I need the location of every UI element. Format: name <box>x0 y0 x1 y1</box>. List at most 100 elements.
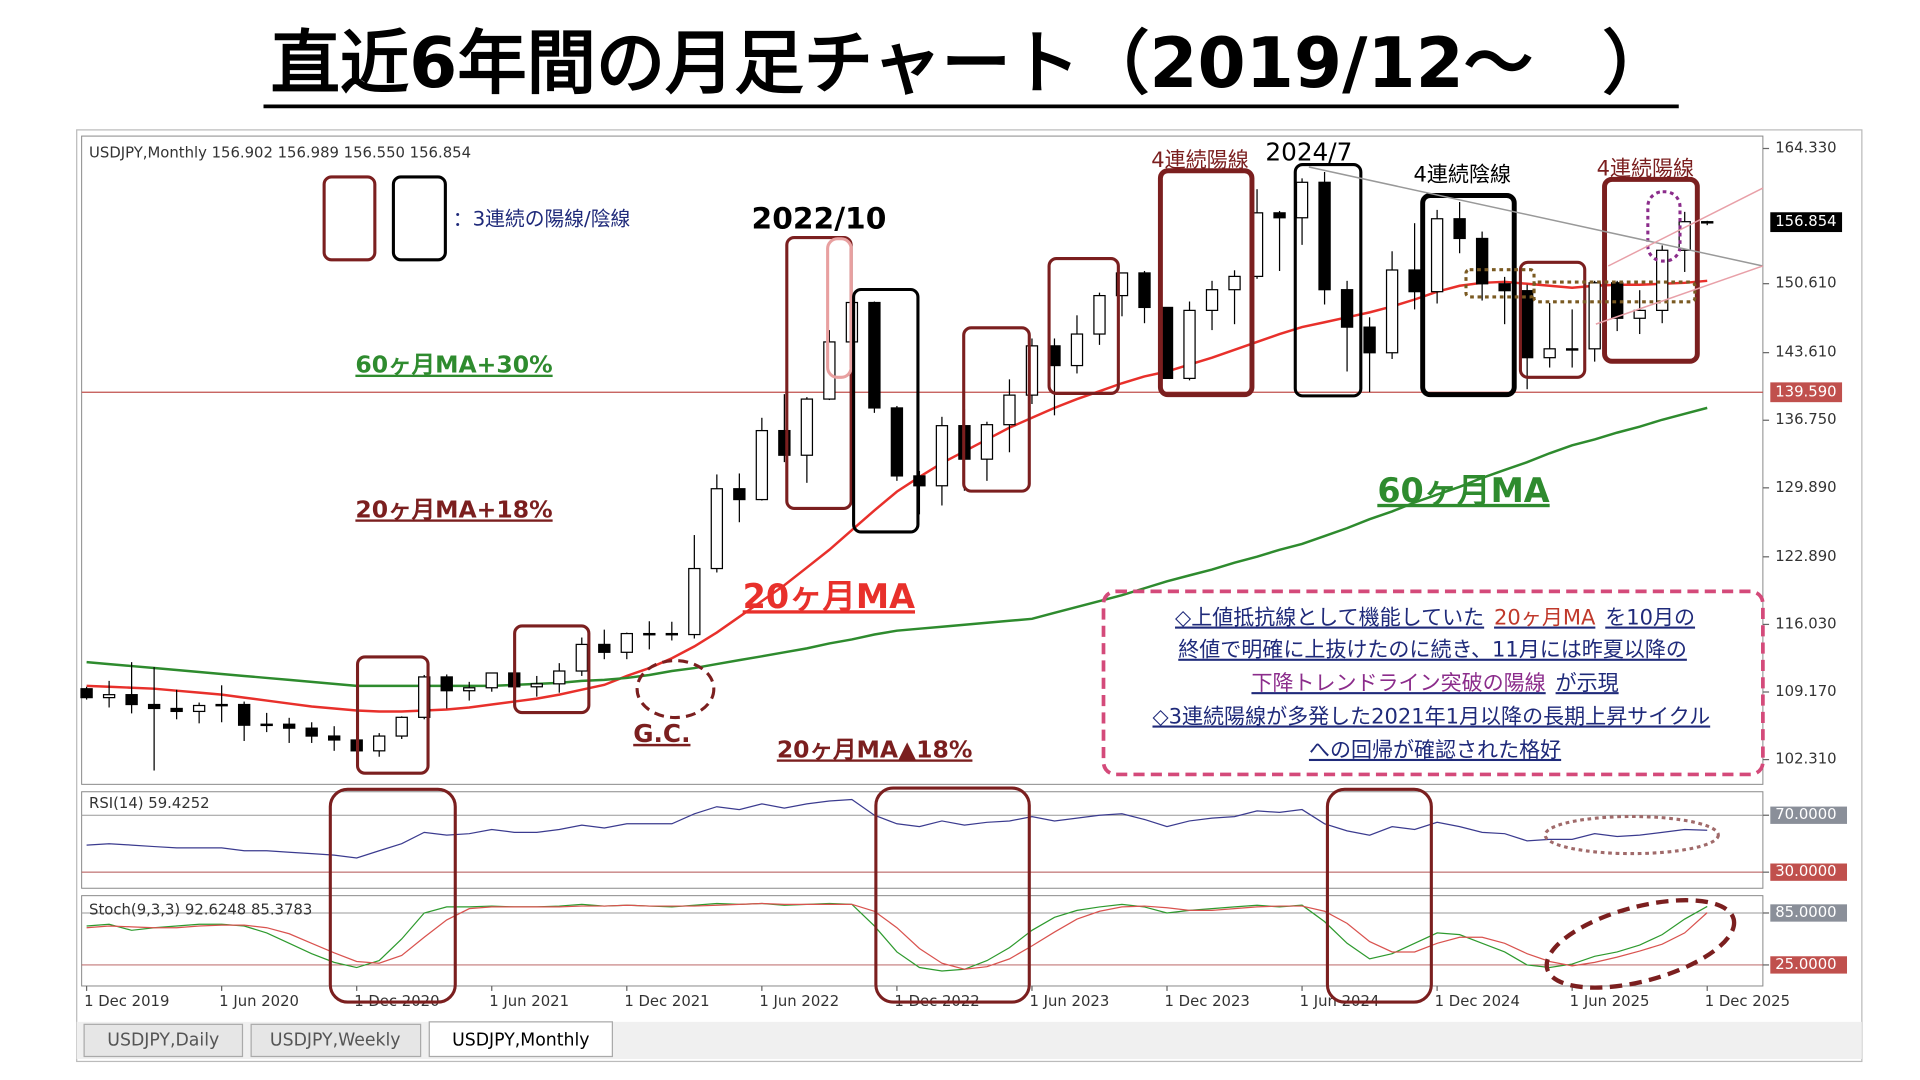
candle-body <box>1498 283 1511 292</box>
candle-body <box>192 704 206 713</box>
peak-box <box>826 237 853 379</box>
level-label-bg <box>1770 806 1848 824</box>
down-box <box>1420 192 1517 398</box>
oscillator-box <box>1325 787 1433 1004</box>
callout-part: を10月の <box>1605 605 1695 630</box>
down-box <box>1293 162 1363 398</box>
candle-body <box>418 676 431 718</box>
legend-note: ：3連続の陽線/陰線 <box>453 208 631 231</box>
candle-body <box>1430 218 1444 293</box>
y-tick-label: 116.030 <box>1775 615 1836 632</box>
downtrend-line <box>1308 166 1764 267</box>
candle-body <box>553 670 566 685</box>
tab-label[interactable]: USDJPY,Weekly <box>270 1030 401 1050</box>
candle-body <box>305 727 318 737</box>
annotation: 60ヶ月MA+30% <box>355 351 552 379</box>
candle-body <box>463 687 476 692</box>
callout-part: 20ヶ月MA <box>1494 605 1596 630</box>
callout-line: ◇上値抵抗線として機能していた 20ヶ月MA を10月の <box>1175 605 1695 630</box>
level-label: 139.590 <box>1775 383 1836 400</box>
candle-body <box>485 672 498 689</box>
x-tick-label: 1 Jun 2023 <box>1029 993 1109 1010</box>
candle-body <box>1475 237 1489 285</box>
highlight-boxes <box>322 162 1765 1004</box>
candle-body <box>1565 348 1579 351</box>
tab-label[interactable]: USDJPY,Monthly <box>452 1030 589 1050</box>
rsi-ellipse <box>1543 814 1720 856</box>
candle-body <box>575 643 588 672</box>
candle-body <box>1273 212 1286 219</box>
page-title: 直近6年間の月足チャート（2019/12～ ） <box>271 24 1672 104</box>
up-box <box>962 326 1031 493</box>
stoch-panel <box>81 895 1764 987</box>
series-label: 60ヶ月MA <box>1377 471 1549 510</box>
callout-line: への回帰が確認された格好 <box>1309 737 1561 762</box>
terminal-window <box>76 129 1863 1063</box>
candle-body <box>778 429 791 456</box>
annotation: 20ヶ月MA▲18% <box>777 735 973 763</box>
y-tick-label: 143.610 <box>1775 344 1836 361</box>
annotation: 4連続陽線 <box>1597 155 1694 180</box>
x-tick-label: 1 Dec 2025 <box>1705 993 1790 1010</box>
candle-body <box>1003 394 1016 426</box>
candle-body <box>170 707 183 713</box>
candle-body <box>1070 333 1084 367</box>
annotation: 4連続陽線 <box>1151 147 1248 172</box>
y-tick-label: 70.0000 <box>1775 806 1836 823</box>
candle-body <box>1633 309 1646 319</box>
y-tick-label: 150.610 <box>1775 275 1836 292</box>
channel-line <box>1607 187 1764 267</box>
callout-line: ◇3連続陽線が多発した2021年1月以降の長期上昇サイクル <box>1152 704 1710 729</box>
candle-body <box>935 425 949 487</box>
x-tick-label: 1 Jun 2020 <box>219 993 299 1010</box>
tab-active[interactable] <box>428 1021 613 1058</box>
gc-circle <box>635 659 716 720</box>
ma-box <box>1532 280 1697 304</box>
candle-body <box>1520 290 1534 359</box>
candle-body <box>1205 289 1219 312</box>
candle-body <box>665 632 679 636</box>
annotation: 2022/10 <box>752 202 887 237</box>
candle-body <box>125 694 138 706</box>
candle-body <box>373 735 386 752</box>
price-label: 156.854 <box>1775 213 1836 230</box>
candle-body <box>530 683 543 688</box>
candle-body <box>755 429 769 501</box>
tab[interactable] <box>250 1023 422 1058</box>
candle-body <box>1183 309 1196 379</box>
series-line <box>86 798 1708 859</box>
candle-body <box>80 688 93 699</box>
annotation: G.C. <box>633 719 690 748</box>
tab-label[interactable]: USDJPY,Daily <box>107 1030 219 1050</box>
tab[interactable] <box>83 1023 244 1058</box>
legend-box-down <box>391 175 447 262</box>
up-box <box>1602 176 1700 364</box>
y-tick-label: 136.750 <box>1775 411 1836 428</box>
candle-body <box>1385 269 1399 354</box>
candle-body <box>1408 269 1421 293</box>
candle-body <box>147 703 161 710</box>
annotations: 2022/10 2024/7 4連続陽線 4連続陰線 4連続陽線 60ヶ月MA+… <box>355 137 1710 763</box>
y-tick-label: 25.0000 <box>1775 956 1836 973</box>
oscillator-box <box>328 787 457 1004</box>
candle-body <box>1160 306 1174 379</box>
candle-body <box>598 643 611 653</box>
callout-part: 下降トレンドライン突破の陽線 <box>1251 670 1545 695</box>
candle-body <box>710 488 724 570</box>
candle-body <box>1340 289 1354 328</box>
breakout-box <box>1646 190 1682 263</box>
candle-body <box>890 407 904 477</box>
channel-line <box>1595 265 1764 325</box>
candle-body <box>1115 272 1129 297</box>
level-label-bg <box>1770 904 1848 922</box>
rsi-info: RSI(14) 59.4252 <box>89 795 210 812</box>
candle-body <box>800 398 814 456</box>
up-box <box>1518 260 1587 379</box>
y-tick-label: 102.310 <box>1775 751 1836 768</box>
candle-body <box>1701 221 1714 224</box>
callout-line: 終値で明確に上抜けたのに続き、11月には昨夏以降の <box>1178 637 1687 662</box>
candle-body <box>215 703 228 707</box>
callout-part: が示現 <box>1556 670 1619 695</box>
series-line <box>86 902 1708 970</box>
rsi-panel <box>81 791 1764 889</box>
